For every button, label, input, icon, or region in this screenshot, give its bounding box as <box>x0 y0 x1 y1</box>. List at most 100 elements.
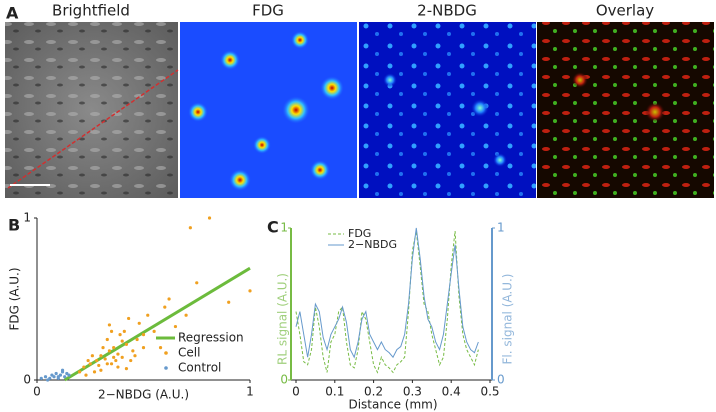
point <box>131 349 135 353</box>
y-axis-label: FDG (A.U.) <box>8 267 22 330</box>
point <box>120 339 124 343</box>
point <box>103 357 107 361</box>
point <box>146 313 150 317</box>
x-tick-label: 0.4 <box>442 385 461 399</box>
point <box>82 365 86 369</box>
legend-label: 2−NBDG <box>348 238 397 251</box>
point <box>207 216 212 220</box>
point <box>173 324 178 329</box>
point <box>135 337 139 342</box>
x-tick-label: 0.5 <box>480 385 499 399</box>
y-tick-label: 1 <box>280 221 288 235</box>
point <box>126 316 131 321</box>
x-tick-label: 0 <box>33 385 41 399</box>
point <box>188 226 192 230</box>
point <box>60 368 65 372</box>
point <box>99 354 103 358</box>
panel-label: B <box>8 216 20 235</box>
point <box>167 297 171 301</box>
point <box>116 365 120 369</box>
panel-label: A <box>6 4 19 23</box>
x-tick-label: 0 <box>292 385 300 399</box>
point <box>105 362 109 366</box>
panel-label: C <box>267 218 279 237</box>
y2-axis-label: Fl. signal (A.U.) <box>501 274 515 365</box>
series-line <box>295 230 479 374</box>
point <box>63 375 67 379</box>
point <box>43 375 48 379</box>
point <box>152 329 156 333</box>
point <box>137 321 141 325</box>
point <box>184 313 188 317</box>
legend-label: Regression <box>178 331 244 345</box>
image-title: Overlay <box>596 2 654 20</box>
fdg-image <box>180 22 357 198</box>
point <box>95 358 99 363</box>
point <box>124 367 129 371</box>
point <box>107 323 112 327</box>
point <box>90 354 94 358</box>
point <box>112 355 116 359</box>
point <box>118 333 122 337</box>
point <box>52 375 56 379</box>
point <box>141 333 146 337</box>
point <box>46 378 50 382</box>
point <box>133 354 137 358</box>
point <box>120 355 124 359</box>
point <box>248 289 252 293</box>
point <box>97 363 101 368</box>
point <box>58 373 63 377</box>
image-title: FDG <box>252 2 284 20</box>
point <box>78 370 82 374</box>
overlay-image <box>537 22 714 198</box>
series-line <box>295 227 479 359</box>
legend-swatch <box>164 351 168 355</box>
x-tick-label: 1 <box>246 385 254 399</box>
point <box>141 346 146 350</box>
x-axis-label: 2−NBDG (A.U.) <box>98 388 189 402</box>
y-tick-label: 1 <box>23 211 31 225</box>
legend-label: Cell <box>178 346 200 360</box>
y-axis-label: RL signal (A.U.) <box>276 273 290 365</box>
nbdg-image <box>359 22 536 198</box>
y2-tick-label: 0 <box>497 373 505 387</box>
point <box>112 346 116 350</box>
point <box>109 362 114 366</box>
regression-line <box>63 266 251 382</box>
point <box>67 373 71 377</box>
point <box>107 349 112 353</box>
point <box>158 346 163 350</box>
point <box>114 358 118 363</box>
panel-a: A Brightfield FDG 2-NBDG Overlay <box>5 2 714 198</box>
image-title: Brightfield <box>52 2 130 20</box>
point <box>105 337 109 342</box>
point <box>101 346 105 350</box>
point <box>39 376 43 380</box>
point <box>109 329 114 333</box>
point <box>88 362 92 366</box>
x-axis-label: Distance (mm) <box>348 398 437 412</box>
point <box>86 358 90 363</box>
point <box>99 368 103 372</box>
point <box>92 370 97 374</box>
legend-label: FDG <box>348 227 371 240</box>
point <box>84 373 88 377</box>
point <box>122 329 126 333</box>
legend-label: Control <box>178 361 221 375</box>
point <box>116 352 120 356</box>
point <box>124 342 129 346</box>
y-tick-label: 0 <box>280 373 288 387</box>
brightfield-image <box>5 22 179 198</box>
point <box>195 281 199 285</box>
y2-tick-label: 1 <box>497 221 505 235</box>
point <box>129 358 133 363</box>
legend-swatch <box>164 366 168 370</box>
y-tick-label: 0 <box>23 373 31 387</box>
point <box>56 376 60 380</box>
point <box>227 300 231 304</box>
point <box>163 305 167 309</box>
x-tick-label: 0.3 <box>403 385 422 399</box>
x-tick-label: 0.2 <box>364 385 383 399</box>
